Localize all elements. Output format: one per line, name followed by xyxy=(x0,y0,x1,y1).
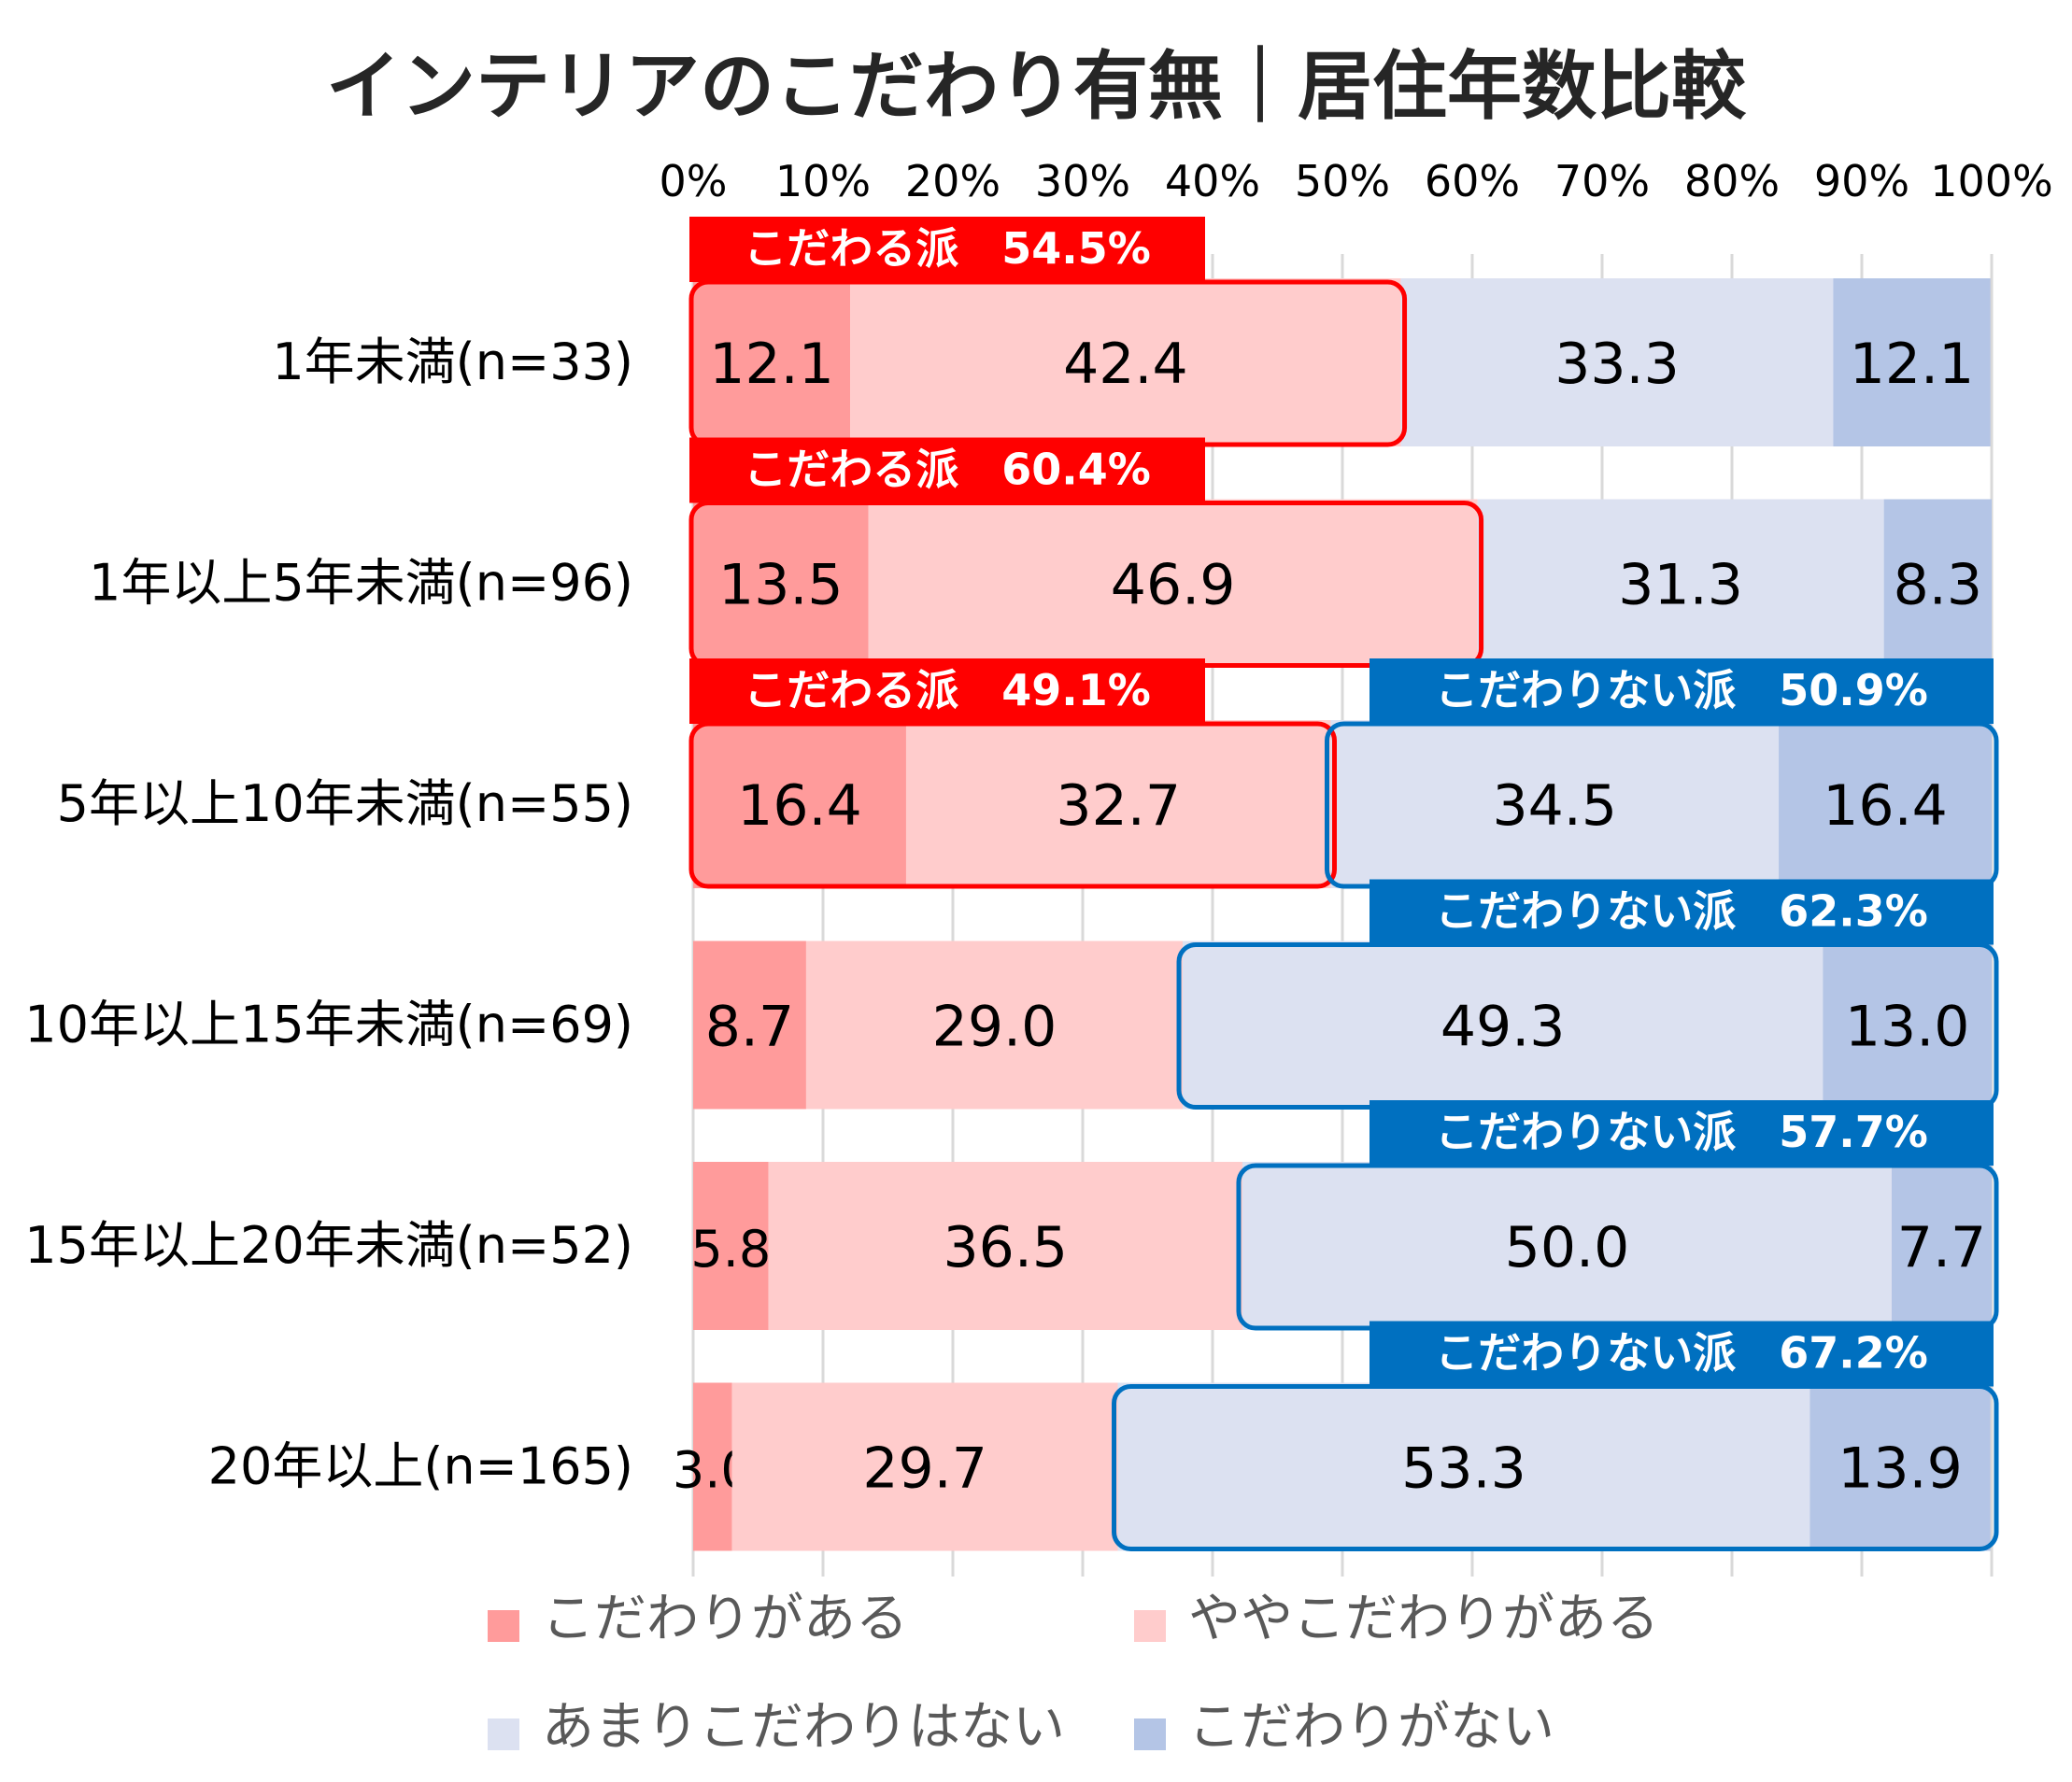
data-label: 32.7 xyxy=(1056,773,1181,839)
legend-label: こだわりがない xyxy=(1188,1697,1554,1758)
bar-segment xyxy=(850,278,1401,446)
bar-segment xyxy=(1833,278,1991,446)
group-tab xyxy=(1370,658,1994,724)
data-label: 16.4 xyxy=(1823,773,1948,839)
x-tick-label: 30% xyxy=(1035,156,1130,206)
data-label: 8.3 xyxy=(1894,553,1982,618)
data-label: 12.1 xyxy=(709,332,834,397)
bar-segment xyxy=(693,1382,732,1551)
data-label: 13.0 xyxy=(1845,995,1970,1060)
bar-segment xyxy=(693,278,851,446)
group-tab-label: こだわりない派 57.7% xyxy=(1435,1107,1928,1157)
category-label: 5年以上10年未満(n=55) xyxy=(57,774,633,833)
category-label: 10年以上15年未満(n=69) xyxy=(24,996,633,1054)
legend-swatch xyxy=(488,1718,519,1750)
chart-title: インテリアのこだわり有無｜居住年数比較 xyxy=(326,43,1747,130)
group-tab xyxy=(1370,879,1994,945)
data-label: 49.3 xyxy=(1440,995,1566,1060)
legend-label: ややこだわりがある xyxy=(1188,1589,1659,1649)
category-label: 15年以上20年未満(n=52) xyxy=(24,1216,633,1275)
bar-segment xyxy=(1891,1162,1992,1330)
data-label: 42.4 xyxy=(1063,332,1188,397)
legend-swatch xyxy=(1134,1718,1166,1750)
x-tick-label: 50% xyxy=(1295,156,1390,206)
group-tab xyxy=(1370,1321,1994,1387)
bar-segment xyxy=(1330,720,1780,888)
x-tick-label: 0% xyxy=(660,156,728,206)
bar-segment xyxy=(1809,1382,1991,1551)
group-tab-label: こだわりない派 50.9% xyxy=(1435,665,1928,715)
data-label: 33.3 xyxy=(1554,332,1680,397)
group-tab xyxy=(689,217,1205,282)
data-label: 8.7 xyxy=(705,995,794,1060)
group-tab-label: こだわりない派 67.2% xyxy=(1435,1328,1928,1379)
data-label: 34.5 xyxy=(1492,773,1617,839)
category-label: 1年以上5年未満(n=96) xyxy=(89,554,633,613)
bar-segment xyxy=(1400,278,1834,446)
group-tab xyxy=(1370,1100,1994,1166)
data-label: 29.7 xyxy=(862,1436,987,1502)
bar-segment xyxy=(693,499,869,668)
legend-label: あまりこだわりはない xyxy=(542,1697,1065,1758)
bar-segment xyxy=(693,720,906,888)
bar-segment xyxy=(693,1162,769,1330)
bar-segment xyxy=(868,499,1478,668)
data-label: 13.9 xyxy=(1838,1436,1963,1502)
bar-segment xyxy=(805,940,1184,1110)
bar-segment xyxy=(1117,1382,1810,1551)
data-label: 46.9 xyxy=(1111,553,1236,618)
bar-segment xyxy=(1477,499,1884,668)
legend-swatch xyxy=(488,1610,519,1642)
data-label: 5.8 xyxy=(690,1220,771,1279)
bar-segment xyxy=(1183,940,1824,1110)
group-tab-label: こだわる派 54.5% xyxy=(744,223,1151,274)
group-tab-label: こだわりない派 62.3% xyxy=(1435,886,1928,937)
bar-segment xyxy=(1779,720,1992,888)
bar-segment xyxy=(731,1382,1118,1551)
x-tick-label: 60% xyxy=(1425,156,1520,206)
data-label: 29.0 xyxy=(932,995,1057,1060)
bar-segment xyxy=(1883,499,1992,668)
data-label: 36.5 xyxy=(943,1215,1068,1280)
x-tick-label: 90% xyxy=(1814,156,1909,206)
data-label: 53.3 xyxy=(1401,1436,1526,1502)
group-tab-label: こだわる派 49.1% xyxy=(744,665,1151,715)
x-tick-label: 20% xyxy=(905,156,1001,206)
group-tab-label: こだわる派 60.4% xyxy=(744,445,1151,495)
data-label: 12.1 xyxy=(1850,332,1975,397)
x-tick-label: 100% xyxy=(1930,156,2053,206)
data-label: 16.4 xyxy=(737,773,862,839)
x-tick-label: 40% xyxy=(1165,156,1260,206)
legend-label: こだわりがある xyxy=(542,1589,908,1649)
x-tick-label: 70% xyxy=(1554,156,1650,206)
category-label: 20年以上(n=165) xyxy=(208,1437,633,1496)
group-tab xyxy=(689,437,1205,503)
legend-swatch xyxy=(1134,1610,1166,1642)
bar-segment xyxy=(768,1162,1242,1330)
x-tick-label: 10% xyxy=(775,156,871,206)
data-label: 31.3 xyxy=(1618,553,1743,618)
bar-segment xyxy=(693,940,806,1110)
data-label: 50.0 xyxy=(1505,1215,1630,1280)
data-label: 13.5 xyxy=(718,553,844,618)
bar-segment xyxy=(905,720,1331,888)
bar-segment xyxy=(1242,1162,1892,1330)
group-tab xyxy=(689,658,1205,724)
x-tick-label: 80% xyxy=(1684,156,1780,206)
data-label: 7.7 xyxy=(1897,1215,1986,1280)
bar-segment xyxy=(1823,940,1992,1110)
category-label: 1年未満(n=33) xyxy=(272,332,633,391)
